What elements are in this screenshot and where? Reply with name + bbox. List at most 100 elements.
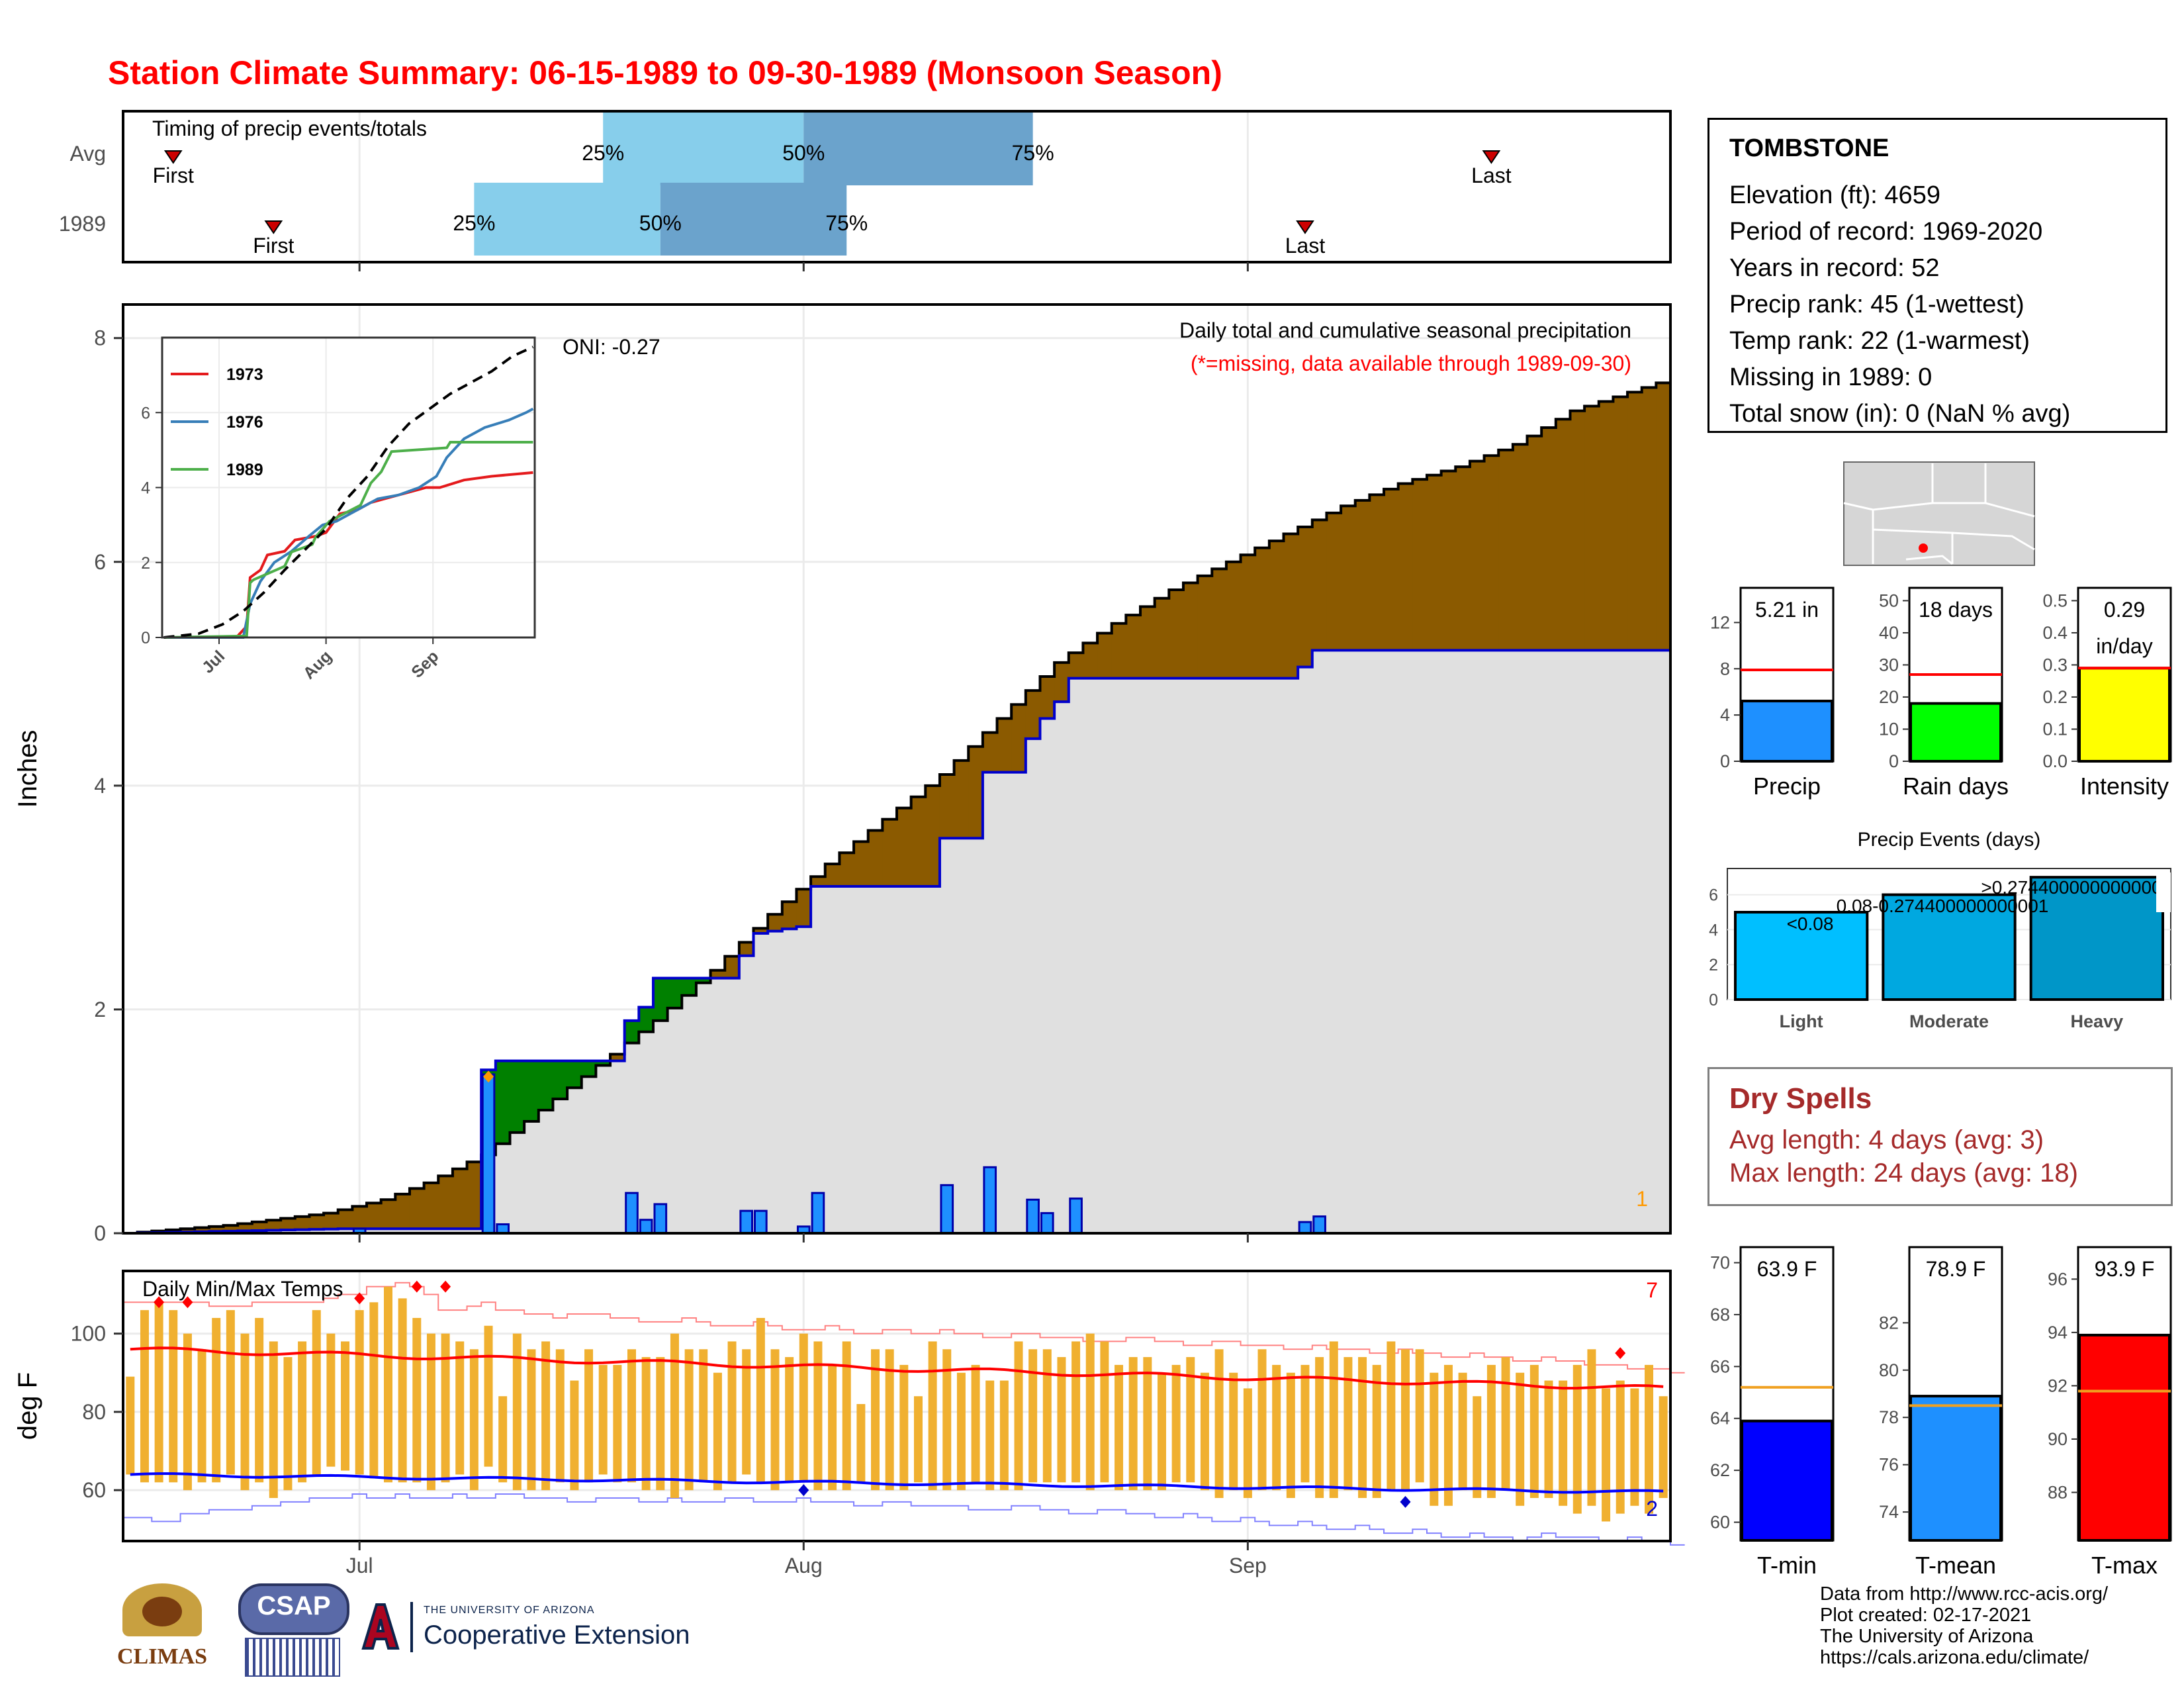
precip-departure-area xyxy=(309,1215,324,1230)
precip-base-area xyxy=(1111,678,1126,1233)
precip-departure-area xyxy=(295,1216,310,1230)
temps-daily-bar xyxy=(584,1349,594,1483)
temps-daily-bar xyxy=(1243,1388,1252,1498)
precip-base-area xyxy=(1641,650,1657,1233)
precip-base-area xyxy=(409,1229,425,1233)
temps-daily-bar xyxy=(512,1333,522,1491)
precip-departure-area xyxy=(1484,455,1499,651)
precip-departure-area xyxy=(1068,653,1084,679)
summary-panel-name: Rain days xyxy=(1903,773,2009,800)
precip-departure-area xyxy=(467,1162,482,1229)
precip-departure-area xyxy=(596,1060,611,1066)
precip-departure-area xyxy=(1455,467,1471,651)
summary-ytick-label: 12 xyxy=(1710,612,1730,632)
credits: Data from http://www.rcc-acis.org/ Plot … xyxy=(1820,1583,2108,1668)
precip-departure-area xyxy=(911,796,926,886)
temps-title: Daily Min/Max Temps xyxy=(142,1277,343,1301)
summary-panel-name: Intensity xyxy=(2080,773,2169,800)
page-title: Station Climate Summary: 06-15-1989 to 0… xyxy=(108,54,1222,91)
precip-departure-area xyxy=(1083,643,1098,679)
temps-daily-bar xyxy=(169,1310,178,1483)
precip-avg-cumulative-line xyxy=(123,381,1670,1235)
precip-base-area xyxy=(897,886,912,1233)
timing-q75-label: 75% xyxy=(825,211,868,235)
precip-departure-area xyxy=(839,853,854,886)
summary-ytick-label: 94 xyxy=(2048,1323,2068,1342)
temps-daily-bar xyxy=(140,1310,149,1483)
temps-daily-bar xyxy=(355,1310,364,1475)
summary-value-label: 78.9 F xyxy=(1926,1257,1986,1281)
precip-base-area xyxy=(1312,650,1328,1233)
precip-departure-area xyxy=(1140,606,1156,679)
temps-daily-bar xyxy=(1443,1364,1453,1506)
timing-title: Timing of precip events/totals xyxy=(152,117,427,140)
summary-ytick-label: 0 xyxy=(1889,751,1899,771)
precip-base-area xyxy=(854,886,869,1233)
precip-base-area xyxy=(324,1229,339,1233)
summary-panel-name: T-max xyxy=(2091,1552,2158,1579)
precip-departure-area xyxy=(338,1209,353,1229)
precip-daily-bar xyxy=(639,1219,653,1235)
temps-daily-bar xyxy=(183,1333,192,1491)
inset-legend-label: 1989 xyxy=(226,461,263,479)
precip-departure-area xyxy=(238,1223,253,1231)
temps-ytick-label: 80 xyxy=(82,1400,106,1424)
precip-departure-area xyxy=(538,1060,554,1111)
temps-daily-bar xyxy=(1659,1396,1668,1498)
precip-departure-area xyxy=(796,889,811,927)
precip-departure-area xyxy=(1555,419,1571,651)
summary-value-label: 5.21 in xyxy=(1755,598,1819,622)
precip-departure-area xyxy=(854,841,869,886)
precip-departure-area xyxy=(324,1213,339,1229)
temps-daily-bar xyxy=(942,1349,952,1491)
temps-daily-bar xyxy=(1200,1372,1209,1491)
timing-last-marker xyxy=(1296,220,1314,234)
temps-daily-bar xyxy=(885,1349,894,1491)
events-bar xyxy=(2029,876,2165,1001)
events-category-label: Heavy xyxy=(2071,1011,2124,1031)
temps-daily-bar xyxy=(126,1376,135,1475)
temps-xtick-label: Jul xyxy=(346,1554,373,1577)
precip-base-area xyxy=(1398,650,1413,1233)
temps-record-high-marker xyxy=(154,1296,165,1309)
precip-base-area xyxy=(610,1060,625,1233)
temps-daily-bar xyxy=(1115,1364,1124,1491)
precip-departure-area xyxy=(1025,690,1041,739)
precip-departure-area xyxy=(667,978,682,1008)
precip-departure-area xyxy=(1627,392,1643,651)
temps-daily-bar xyxy=(1372,1364,1381,1498)
summary-ytick-label: 70 xyxy=(1710,1253,1730,1273)
precip-base-area xyxy=(524,1121,539,1233)
precip-base-area xyxy=(1426,650,1442,1233)
temps-daily-bar xyxy=(828,1364,837,1491)
temps-daily-bar xyxy=(1085,1333,1095,1491)
station-dot xyxy=(1919,543,1928,553)
precip-subtitle: (*=missing, data available through 1989-… xyxy=(1191,352,1631,375)
temps-daily-bar xyxy=(298,1341,307,1483)
temps-daily-bar xyxy=(484,1325,493,1467)
temps-daily-bar xyxy=(455,1341,465,1475)
temps-daily-bar xyxy=(498,1396,508,1483)
precip-departure-area xyxy=(753,928,768,933)
temps-record-high-marker xyxy=(440,1280,451,1293)
summary-ytick-label: 8 xyxy=(1720,659,1730,679)
precip-base-area xyxy=(538,1110,554,1233)
precip-departure-area xyxy=(1341,506,1356,651)
temps-daily-bar xyxy=(398,1298,407,1483)
precip-base-area xyxy=(281,1230,296,1233)
precip-departure-area xyxy=(725,956,740,978)
precip-base-area xyxy=(925,886,940,1233)
summary-ytick-label: 0.5 xyxy=(2042,590,2068,610)
climas-wordmark: CLIMAS xyxy=(116,1644,208,1669)
inset-ytick-label: 6 xyxy=(141,404,150,422)
precip-departure-area xyxy=(581,1060,596,1077)
temps-daily-bar xyxy=(1229,1372,1238,1491)
summary-value-label: 18 days xyxy=(1919,598,1993,622)
summary-value-label: 63.9 F xyxy=(1757,1257,1817,1281)
precip-oni: ONI: -0.27 xyxy=(563,335,660,359)
temps-daily-bar xyxy=(1430,1372,1439,1506)
precip-base-area xyxy=(1613,650,1628,1233)
timing-first-label: First xyxy=(253,234,294,258)
precip-base-area xyxy=(581,1076,596,1233)
precip-base-area xyxy=(1326,650,1342,1233)
